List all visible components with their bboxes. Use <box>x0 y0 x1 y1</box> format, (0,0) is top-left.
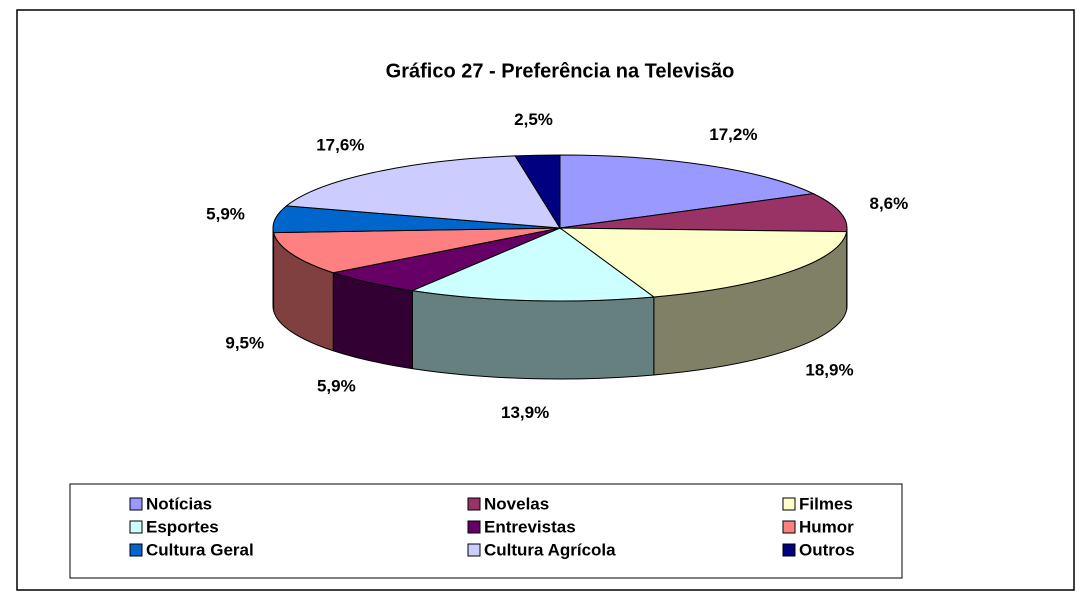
legend-swatch <box>129 497 143 511</box>
data-label: 2,5% <box>514 110 553 129</box>
legend-swatch <box>129 520 143 534</box>
data-label: 13,9% <box>501 403 549 422</box>
legend-label: Entrevistas <box>484 517 576 536</box>
legend-label: Novelas <box>484 494 549 513</box>
legend-swatch <box>467 497 481 511</box>
legend-label: Cultura Geral <box>146 540 254 559</box>
data-label: 9,5% <box>225 334 264 353</box>
legend-swatch <box>782 543 796 557</box>
slice <box>410 227 656 302</box>
legend-label: Esportes <box>146 517 219 536</box>
slice <box>272 227 561 274</box>
data-label: 5,9% <box>206 204 245 223</box>
legend-swatch <box>782 520 796 534</box>
slice <box>559 154 815 229</box>
slice <box>558 227 848 298</box>
data-label: 18,9% <box>805 360 853 379</box>
legend-label: Humor <box>799 517 854 536</box>
data-label: 5,9% <box>317 376 356 395</box>
legend-label: Cultura Agrícola <box>484 540 616 559</box>
chart-title: Gráfico 27 - Preferência na Televisão <box>386 60 735 82</box>
legend-label: Filmes <box>799 494 853 513</box>
slice-side <box>411 290 655 380</box>
slice-side <box>272 227 275 311</box>
legend-label: Notícias <box>146 494 212 513</box>
slice <box>514 154 561 230</box>
data-label: 17,2% <box>709 125 757 144</box>
legend-swatch <box>129 543 143 557</box>
legend-swatch <box>467 520 481 534</box>
legend-swatch <box>467 543 481 557</box>
slice <box>285 155 561 229</box>
legend-label: Outros <box>799 540 855 559</box>
legend-swatch <box>782 497 796 511</box>
slice <box>559 193 848 233</box>
data-label: 8,6% <box>870 194 909 213</box>
data-label: 17,6% <box>316 136 364 155</box>
legend-box <box>69 483 903 579</box>
